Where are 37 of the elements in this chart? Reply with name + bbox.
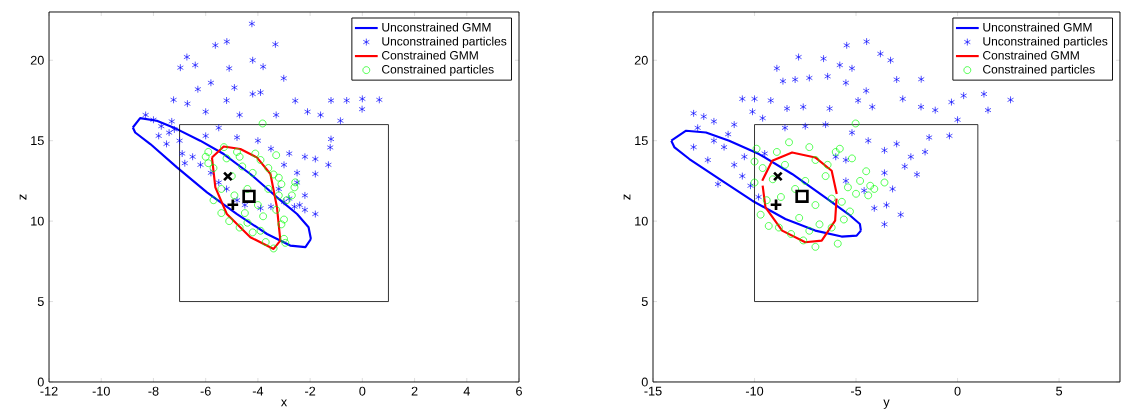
- x-tick-label: 6: [516, 386, 522, 396]
- x-tick-label: -8: [148, 386, 159, 396]
- y-axis-title: z: [623, 194, 631, 200]
- x-tick-label: -6: [200, 386, 211, 396]
- x-tick-label: -12: [40, 386, 58, 396]
- legend-label: Unconstrained GMM: [983, 22, 1092, 32]
- legend-label: Unconstrained particles: [983, 36, 1108, 48]
- x-tick-label: -2: [305, 386, 316, 396]
- legend-label: Constrained GMM: [382, 50, 478, 60]
- x-tick-label: -10: [745, 386, 764, 396]
- y-tick-label: 5: [37, 297, 44, 306]
- legend-label: Unconstrained GMM: [382, 22, 491, 32]
- x-tick-label: -15: [644, 386, 662, 396]
- legend-label: Constrained GMM: [983, 50, 1079, 60]
- y-axis-title: z: [19, 194, 27, 200]
- y-tick-label: 5: [641, 297, 648, 306]
- y-tick-label: 20: [30, 55, 44, 65]
- legend-label: Constrained particles: [382, 64, 494, 76]
- x-axis-title: x: [280, 399, 288, 407]
- y-tick-label: 0: [37, 377, 44, 387]
- x-tick-label: -4: [252, 386, 264, 396]
- legend-label: Unconstrained particles: [382, 36, 507, 48]
- y-tick-label: 10: [31, 216, 44, 226]
- y-tick-label: 15: [635, 136, 648, 146]
- y-tick-label: 15: [31, 136, 44, 146]
- x-axis-title: y: [883, 399, 890, 409]
- x-tick-label: 4: [463, 386, 470, 396]
- x-tick-label: 0: [954, 386, 961, 396]
- y-tick-label: 20: [634, 55, 648, 65]
- x-tick-label: -5: [850, 386, 862, 396]
- x-tick-label: 5: [1056, 386, 1063, 396]
- x-tick-label: -10: [92, 386, 110, 396]
- x-tick-label: 2: [411, 386, 418, 396]
- y-tick-label: 0: [641, 377, 648, 387]
- x-tick-label: 0: [359, 386, 366, 396]
- legend-label: Constrained particles: [983, 64, 1095, 76]
- y-tick-label: 10: [635, 216, 648, 226]
